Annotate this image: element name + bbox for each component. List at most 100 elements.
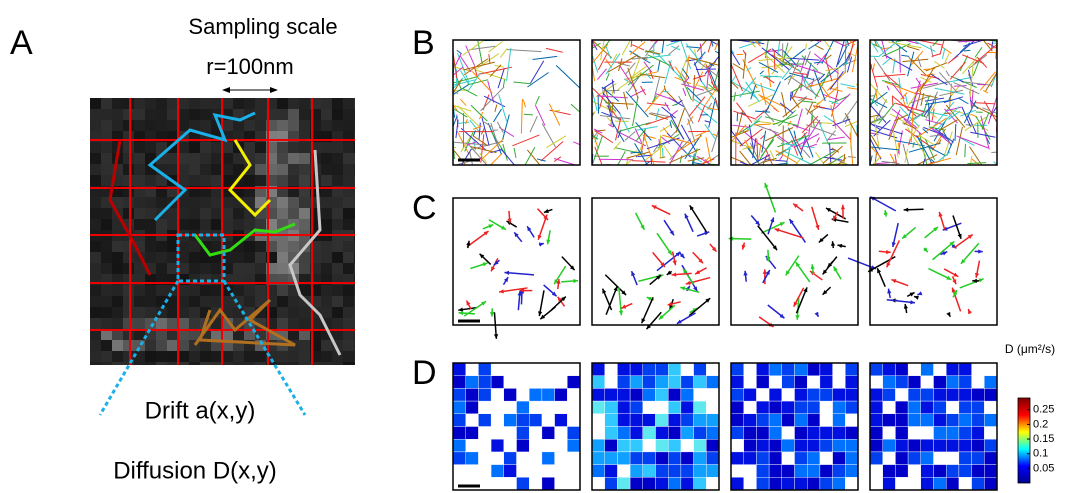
trajectory-segment xyxy=(693,71,704,90)
image-pixel xyxy=(112,98,123,109)
map-cell xyxy=(819,439,833,453)
image-pixel xyxy=(233,164,244,175)
image-pixel xyxy=(222,252,233,263)
image-pixel xyxy=(167,351,178,362)
image-pixel xyxy=(244,186,255,197)
map-cell xyxy=(882,375,896,389)
map-cell xyxy=(933,464,947,478)
image-pixel xyxy=(112,274,123,285)
arrow-head xyxy=(613,286,618,292)
image-pixel xyxy=(112,362,123,365)
trajectory-segment xyxy=(959,42,971,53)
image-pixel xyxy=(266,197,277,208)
arrow-head xyxy=(766,256,771,262)
image-pixel xyxy=(299,340,310,351)
image-pixel xyxy=(123,109,134,120)
drift-arrow xyxy=(604,274,627,296)
map-cell xyxy=(984,451,998,465)
trajectory-segment xyxy=(874,88,878,102)
image-pixel xyxy=(134,208,145,219)
image-pixel xyxy=(354,362,355,365)
map-cell xyxy=(933,400,947,415)
map-cell xyxy=(907,451,921,465)
trajectory-segment xyxy=(940,45,952,54)
trajectory-segment xyxy=(871,123,903,135)
image-pixel xyxy=(288,318,299,329)
trajectory-segment xyxy=(943,96,964,103)
image-pixel xyxy=(189,175,200,186)
arrow-head xyxy=(458,307,464,312)
trajectory-segment xyxy=(775,149,787,156)
map-cell xyxy=(730,477,744,491)
trajectory-segment xyxy=(603,99,617,112)
map-cell xyxy=(642,362,656,376)
trajectory-segment xyxy=(849,132,854,166)
trajectory-segment xyxy=(916,154,938,166)
trajectory-segment xyxy=(801,55,819,72)
map-cell xyxy=(655,439,669,453)
image-pixel xyxy=(288,307,299,318)
panel-label: B xyxy=(412,24,435,62)
trajectory-segment xyxy=(755,110,771,113)
trajectory-segment xyxy=(452,79,476,86)
trajectory-segment xyxy=(878,102,896,125)
map-cell xyxy=(933,477,947,491)
map-cell xyxy=(946,388,960,402)
image-pixel xyxy=(222,263,233,274)
image-pixel xyxy=(233,362,244,365)
image-pixel xyxy=(310,263,321,274)
trajectory-segment xyxy=(634,128,643,143)
trajectory-segment xyxy=(742,130,767,150)
trajectory-segment xyxy=(828,136,845,141)
trajectory-segment xyxy=(631,58,641,81)
trajectory-segment xyxy=(948,95,952,101)
image-pixel xyxy=(112,340,123,351)
trajectory-segment xyxy=(882,43,911,57)
image-pixel xyxy=(332,340,343,351)
image-pixel xyxy=(266,263,277,274)
map-cell xyxy=(971,400,985,415)
image-pixel xyxy=(332,109,343,120)
drift-arrow xyxy=(498,287,528,293)
image-pixel xyxy=(211,197,222,208)
trajectory-segment xyxy=(532,55,558,61)
image-pixel xyxy=(167,153,178,164)
colorbar-tick-label: 0.1 xyxy=(1033,448,1048,460)
trajectory-segment xyxy=(908,142,941,153)
map-cell xyxy=(907,439,921,453)
trajectory-segment xyxy=(647,54,672,67)
map-cell xyxy=(452,388,466,402)
image-pixel xyxy=(321,175,332,186)
trajectory-segment xyxy=(794,72,809,76)
trajectory-segment xyxy=(898,77,901,89)
map-cell xyxy=(743,426,757,440)
image-pixel xyxy=(211,340,222,351)
image-pixel xyxy=(321,329,332,340)
trajectory-segment xyxy=(759,70,764,75)
trajectory-segment xyxy=(688,96,706,117)
image-pixel xyxy=(156,274,167,285)
trajectory-segment xyxy=(912,142,915,148)
arrow-head xyxy=(658,314,664,320)
image-pixel xyxy=(321,340,332,351)
trajectory-segment xyxy=(987,96,998,124)
image-pixel xyxy=(299,164,310,175)
image-pixel xyxy=(167,186,178,197)
arrow-head xyxy=(909,292,915,297)
arrow-head xyxy=(923,247,928,253)
map-cell xyxy=(907,413,921,427)
arrow-head xyxy=(886,262,891,268)
map-cell xyxy=(693,400,707,415)
image-pixel xyxy=(332,164,343,175)
image-pixel xyxy=(233,307,244,318)
map-cell xyxy=(693,426,707,440)
trajectory-segment xyxy=(801,115,819,134)
map-cell xyxy=(882,413,896,427)
image-pixel xyxy=(178,197,189,208)
image-pixel xyxy=(178,164,189,175)
trajectory-segment xyxy=(972,59,981,77)
trajectory-segment xyxy=(477,40,483,65)
trajectory-segment xyxy=(598,158,633,161)
map-cell xyxy=(832,388,846,402)
trajectory-segment xyxy=(707,102,713,110)
